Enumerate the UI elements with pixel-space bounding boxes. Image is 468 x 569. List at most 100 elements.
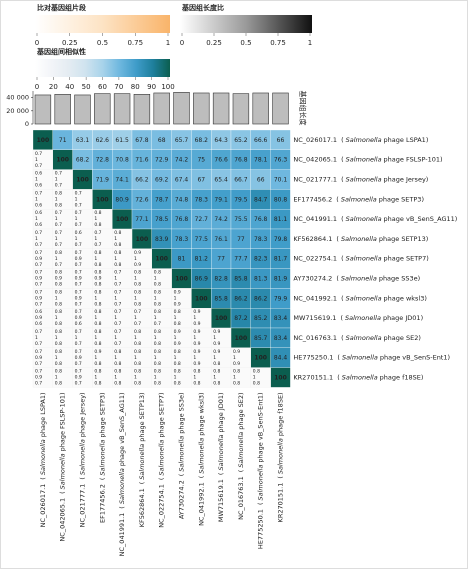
legend-tick-label: 100 [161,83,174,91]
lower-value: 1 [35,177,38,183]
lower-value: 0.8 [94,361,101,367]
similarity-label: 74.8 [175,196,189,203]
lower-value: 0.9 [94,349,101,355]
lower-value: 0.6 [35,321,42,327]
column-label: KF562864.1(Salmonellaphage SETP13) [138,392,146,527]
lower-value: 0.8 [94,262,101,268]
lower-value: 1 [134,355,137,361]
row-label: NC_022754.1(Salmonella phage SETP7) [293,255,428,263]
similarity-label: 71.9 [96,177,110,184]
lower-value: 0.8 [55,361,62,367]
lower-value: 0.8 [55,349,62,355]
column-label: HE775250.1(Salmonellaphage vB_SenS-Ent1) [257,392,265,549]
lower-value: 1 [75,335,78,341]
similarity-label: 70.1 [274,177,288,184]
lower-value: 1 [233,375,236,381]
lower-value: 1 [174,315,177,321]
lower-value: 1 [114,315,117,321]
similarity-label: 77.7 [234,256,248,263]
lower-value: 0.9 [75,355,82,361]
similarity-label: 100 [76,177,89,184]
lower-value: 0.9 [193,349,200,355]
similarity-label: 100 [56,157,69,164]
legend-tick-label: 80 [131,83,140,91]
lower-value: 0.7 [35,301,42,307]
lower-value: 1 [174,355,177,361]
lower-value: 1 [35,196,38,202]
lower-value: 0.9 [213,329,220,335]
lower-value: 1 [174,375,177,381]
lower-value: 0.7 [75,349,82,355]
similarity-label: 100 [195,295,208,302]
similarity-label: 78.7 [155,196,169,203]
similarity-label: 76.6 [214,157,228,164]
lower-value: 0.9 [55,276,62,282]
legend-gradient [180,15,312,33]
lower-value: 1 [233,355,236,361]
length-bar [54,94,71,125]
lower-value: 0.7 [114,321,121,327]
lower-value: 1 [134,295,137,301]
lower-value: 0.8 [114,369,121,375]
lower-value: 1 [134,315,137,321]
legend-tick-label: 1 [308,39,312,47]
lower-value: 0.7 [75,270,82,276]
similarity-label: 77.1 [135,216,149,223]
lower-value: 0.8 [94,222,101,228]
lower-value: 0.7 [35,163,42,169]
lower-value: 1 [75,216,78,222]
length-bar [153,92,170,125]
lower-value: 1 [94,375,97,381]
column-label: NC_041991.1(Salmonellaphage vB_SenS_AG11… [118,392,126,556]
similarity-label: 68 [158,137,166,144]
lower-value: 1 [55,196,58,202]
similarity-label: 100 [155,256,168,263]
lower-value: 1 [213,355,216,361]
similarity-label: 81 [178,256,186,263]
lower-value: 0.8 [55,190,62,196]
lower-value: 0.8 [134,301,141,307]
lower-value: 0.8 [154,361,161,367]
similarity-label: 68.2 [76,157,90,164]
lower-value: 1 [114,256,117,262]
column-label: NC_026017.1(Salmonellaphage LSPA1) [39,392,47,527]
similarity-label: 83.4 [274,315,288,322]
lower-value: 0.8 [114,349,121,355]
lower-value: 0.8 [174,349,181,355]
row-label: KR270151.1(Salmonella phage f18SE) [293,374,423,382]
lower-value: 0.7 [55,242,62,248]
lower-value: 1 [114,295,117,301]
lower-value: 0.8 [174,321,181,327]
lower-value: 0.6 [35,309,42,315]
lower-value: 0.7 [35,262,42,268]
similarity-label: 100 [96,196,109,203]
lower-value: 0.9 [193,361,200,367]
similarity-label: 76.8 [175,216,189,223]
lower-value: 0.8 [94,289,101,295]
similarity-label: 65.7 [175,137,189,144]
legend-gradient [35,15,170,33]
lower-value: 0.8 [134,270,141,276]
lower-value: 0.8 [55,202,62,208]
lower-value: 0.8 [154,381,161,387]
lower-value: 0.7 [35,369,42,375]
similarity-label: 77.5 [195,236,209,243]
lower-value: 1 [154,315,157,321]
similarity-label: 85.8 [234,276,248,283]
lower-value: 0.8 [134,289,141,295]
similarity-label: 86.9 [195,276,209,283]
similarity-label: 71.6 [135,157,149,164]
similarity-label: 72.8 [96,157,110,164]
lower-value: 0.7 [75,250,82,256]
similarity-label: 79.9 [274,295,288,302]
lower-value: 0.8 [55,289,62,295]
row-label: NC_016763.1(Salmonella phage SE2) [293,334,421,342]
lower-value: 1 [134,256,137,262]
lower-value: 1 [75,196,78,202]
lower-value: 0.8 [55,301,62,307]
similarity-label: 84.4 [274,355,288,362]
similarity-label: 78.5 [155,216,169,223]
legend-tick-label: 70 [114,83,123,91]
row-label: HE775250.1(Salmonella phage vB_SenS-Ent1) [293,354,450,362]
lower-value: 1 [55,375,58,381]
